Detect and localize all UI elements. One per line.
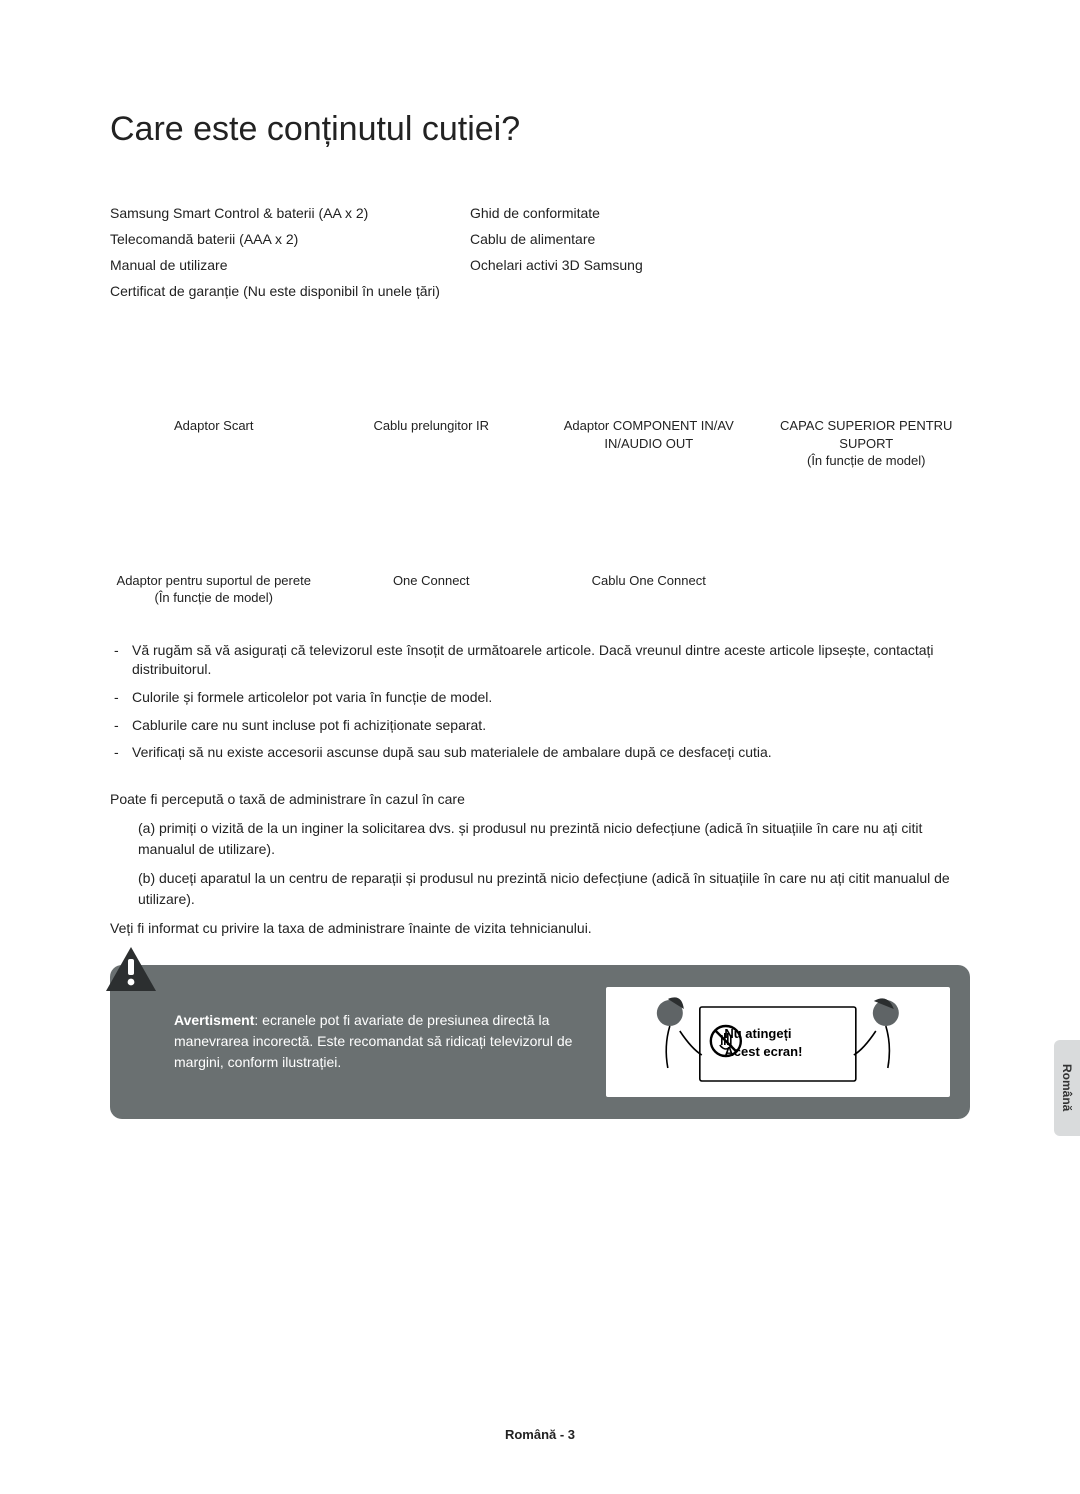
language-side-tab: Română (1054, 1040, 1080, 1136)
accessory-one-connect: One Connect (328, 490, 536, 607)
accessory-wall-mount-adapter: Adaptor pentru suportul de perete (În fu… (110, 490, 318, 607)
accessory-label: One Connect (393, 572, 470, 590)
accessory-component-adapter: Adaptor COMPONENT IN/AV IN/AUDIO OUT (545, 335, 753, 470)
warning-illustration: Nu atingeți Acest ecran! (606, 987, 950, 1097)
note-item: Cablurile care nu sunt incluse pot fi ac… (110, 716, 970, 736)
accessory-label: Adaptor Scart (174, 417, 254, 435)
item-right-2: Ochelari activi 3D Samsung (470, 257, 830, 273)
warning-box: Avertisment: ecranele pot fi avariate de… (110, 965, 970, 1119)
accessory-label: Adaptor pentru suportul de perete (În fu… (110, 572, 318, 607)
fee-outro: Veți fi informat cu privire la taxa de a… (110, 918, 970, 939)
note-item: Culorile și formele articolelor pot vari… (110, 688, 970, 708)
bubble-line2: Acest ecran! (724, 1043, 802, 1061)
notes-list: Vă rugăm să vă asigurați că televizorul … (110, 641, 970, 763)
included-items-list: Samsung Smart Control & baterii (AA x 2)… (110, 205, 970, 299)
accessory-ir-cable: Cablu prelungitor IR (328, 335, 536, 470)
bubble-line1: Nu atingeți (724, 1025, 802, 1043)
accessory-label: CAPAC SUPERIOR PENTRU SUPORT (În funcție… (763, 417, 971, 470)
item-left-3: Certificat de garanție (Nu este disponib… (110, 283, 470, 299)
fee-a: (a) primiți o vizită de la un inginer la… (110, 818, 970, 860)
accessory-top-cover: CAPAC SUPERIOR PENTRU SUPORT (În funcție… (763, 335, 971, 470)
item-right-0: Ghid de conformitate (470, 205, 830, 221)
item-right-1: Cablu de alimentare (470, 231, 830, 247)
accessory-empty (763, 490, 971, 607)
accessory-one-connect-cable: Cablu One Connect (545, 490, 753, 607)
warning-triangle-icon (104, 945, 158, 993)
item-left-1: Telecomandă baterii (AAA x 2) (110, 231, 470, 247)
accessory-label: Adaptor COMPONENT IN/AV IN/AUDIO OUT (545, 417, 753, 452)
accessories-grid: Adaptor Scart Cablu prelungitor IR Adapt… (110, 335, 970, 607)
accessory-scart: Adaptor Scart (110, 335, 318, 470)
accessory-label: Cablu One Connect (592, 572, 706, 590)
item-left-2: Manual de utilizare (110, 257, 470, 273)
page-footer: Română - 3 (0, 1427, 1080, 1442)
note-item: Verificați să nu existe accesorii ascuns… (110, 743, 970, 763)
item-left-0: Samsung Smart Control & baterii (AA x 2) (110, 205, 470, 221)
fee-intro: Poate fi percepută o taxă de administrar… (110, 789, 970, 810)
accessory-label: Cablu prelungitor IR (373, 417, 489, 435)
warning-text: Avertisment: ecranele pot fi avariate de… (174, 1010, 586, 1073)
page-title: Care este conținutul cutiei? (110, 110, 970, 149)
fee-b: (b) duceți aparatul la un centru de repa… (110, 868, 970, 910)
note-item: Vă rugăm să vă asigurați că televizorul … (110, 641, 970, 680)
